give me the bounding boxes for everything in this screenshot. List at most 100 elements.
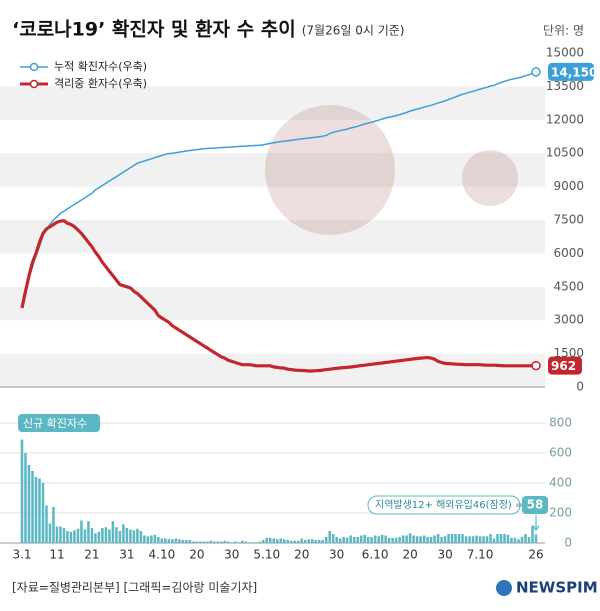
y-tick-label: 7500 (553, 213, 584, 227)
bar (489, 534, 492, 543)
line (20, 219, 537, 373)
bar (244, 541, 248, 543)
x-tick-label: 3.1 (12, 548, 31, 562)
bar (475, 535, 478, 543)
bar (125, 528, 129, 543)
virus (265, 105, 395, 235)
bar (426, 537, 429, 543)
bar (492, 538, 496, 543)
bar (380, 534, 384, 543)
x-tick-label: 30 (224, 548, 239, 562)
bar (496, 534, 499, 543)
x-tick-label: 5.10 (253, 548, 280, 562)
bar (520, 537, 524, 543)
bar (206, 541, 209, 543)
bar (345, 537, 349, 543)
x-tick-label: 31 (119, 548, 134, 562)
virus-decoration (265, 105, 518, 235)
bar (73, 530, 76, 543)
bar (324, 537, 328, 543)
bar (160, 538, 164, 543)
bar (101, 528, 104, 543)
bar (241, 540, 244, 543)
legend-marker (29, 62, 39, 72)
y-tick-label: 15000 (546, 46, 584, 60)
bar (234, 541, 237, 543)
x-tick-label: 7.10 (467, 548, 494, 562)
bar (286, 540, 290, 543)
bar (90, 528, 94, 543)
bar (153, 534, 157, 543)
end-label-box (548, 62, 594, 81)
bar (422, 535, 426, 543)
x-tick-label: 6.10 (362, 548, 389, 562)
bar (534, 534, 538, 543)
bar (69, 531, 73, 543)
bar (83, 529, 87, 543)
bar (185, 540, 188, 543)
line (21, 71, 537, 309)
bar (115, 527, 118, 543)
bar (268, 537, 272, 543)
bar (275, 539, 279, 543)
legend-marker (29, 79, 39, 89)
bar (513, 537, 517, 543)
x-tick-label: 20 (189, 548, 204, 562)
bar (213, 541, 216, 543)
bar (433, 535, 436, 543)
x-tick-label: 30 (329, 548, 344, 562)
bar (471, 536, 475, 543)
bar (394, 537, 398, 543)
bar (188, 540, 192, 543)
bar (303, 540, 307, 543)
bar (401, 535, 405, 543)
bar (398, 537, 401, 543)
bar (59, 526, 62, 543)
logo-mark (496, 580, 512, 596)
bar (317, 540, 321, 543)
end-label-box (548, 356, 582, 375)
annotation: 지역발생12+ 해외유입46(잠정) = (375, 498, 523, 511)
bar (359, 535, 363, 543)
bar (45, 505, 48, 543)
y-tick-label: 0 (564, 536, 572, 550)
bar (356, 537, 359, 543)
bar (216, 541, 220, 543)
bar (143, 535, 146, 543)
bar (157, 537, 160, 543)
bar (52, 507, 55, 543)
bar (181, 540, 185, 543)
y-tick-label: 0 (576, 380, 584, 394)
bar (150, 535, 153, 543)
x-tick-label: 11 (49, 548, 64, 562)
end-label: 962 (551, 359, 576, 373)
bar (167, 539, 171, 543)
bar (408, 533, 412, 543)
bar (97, 531, 101, 543)
bar (531, 525, 534, 543)
bar (174, 538, 178, 543)
bar (440, 537, 443, 543)
legend-label: 격리중 환자수(우축) (54, 77, 147, 90)
bar (338, 538, 342, 543)
virus (462, 150, 518, 206)
bar (314, 540, 317, 543)
y-tick-label: 12000 (546, 112, 584, 126)
x-tick-label: 4.10 (149, 548, 176, 562)
bar (485, 536, 489, 543)
bar (405, 535, 408, 543)
bar (412, 535, 415, 543)
bar (139, 531, 143, 543)
bar (251, 542, 255, 543)
bar (363, 534, 366, 543)
legend-label: 누적 확진자수(우축) (54, 60, 147, 73)
bar (48, 523, 52, 543)
bar (31, 471, 34, 543)
y-tick-label: 9000 (553, 179, 584, 193)
bar (62, 528, 66, 543)
bar (136, 528, 139, 543)
bar (478, 536, 482, 543)
